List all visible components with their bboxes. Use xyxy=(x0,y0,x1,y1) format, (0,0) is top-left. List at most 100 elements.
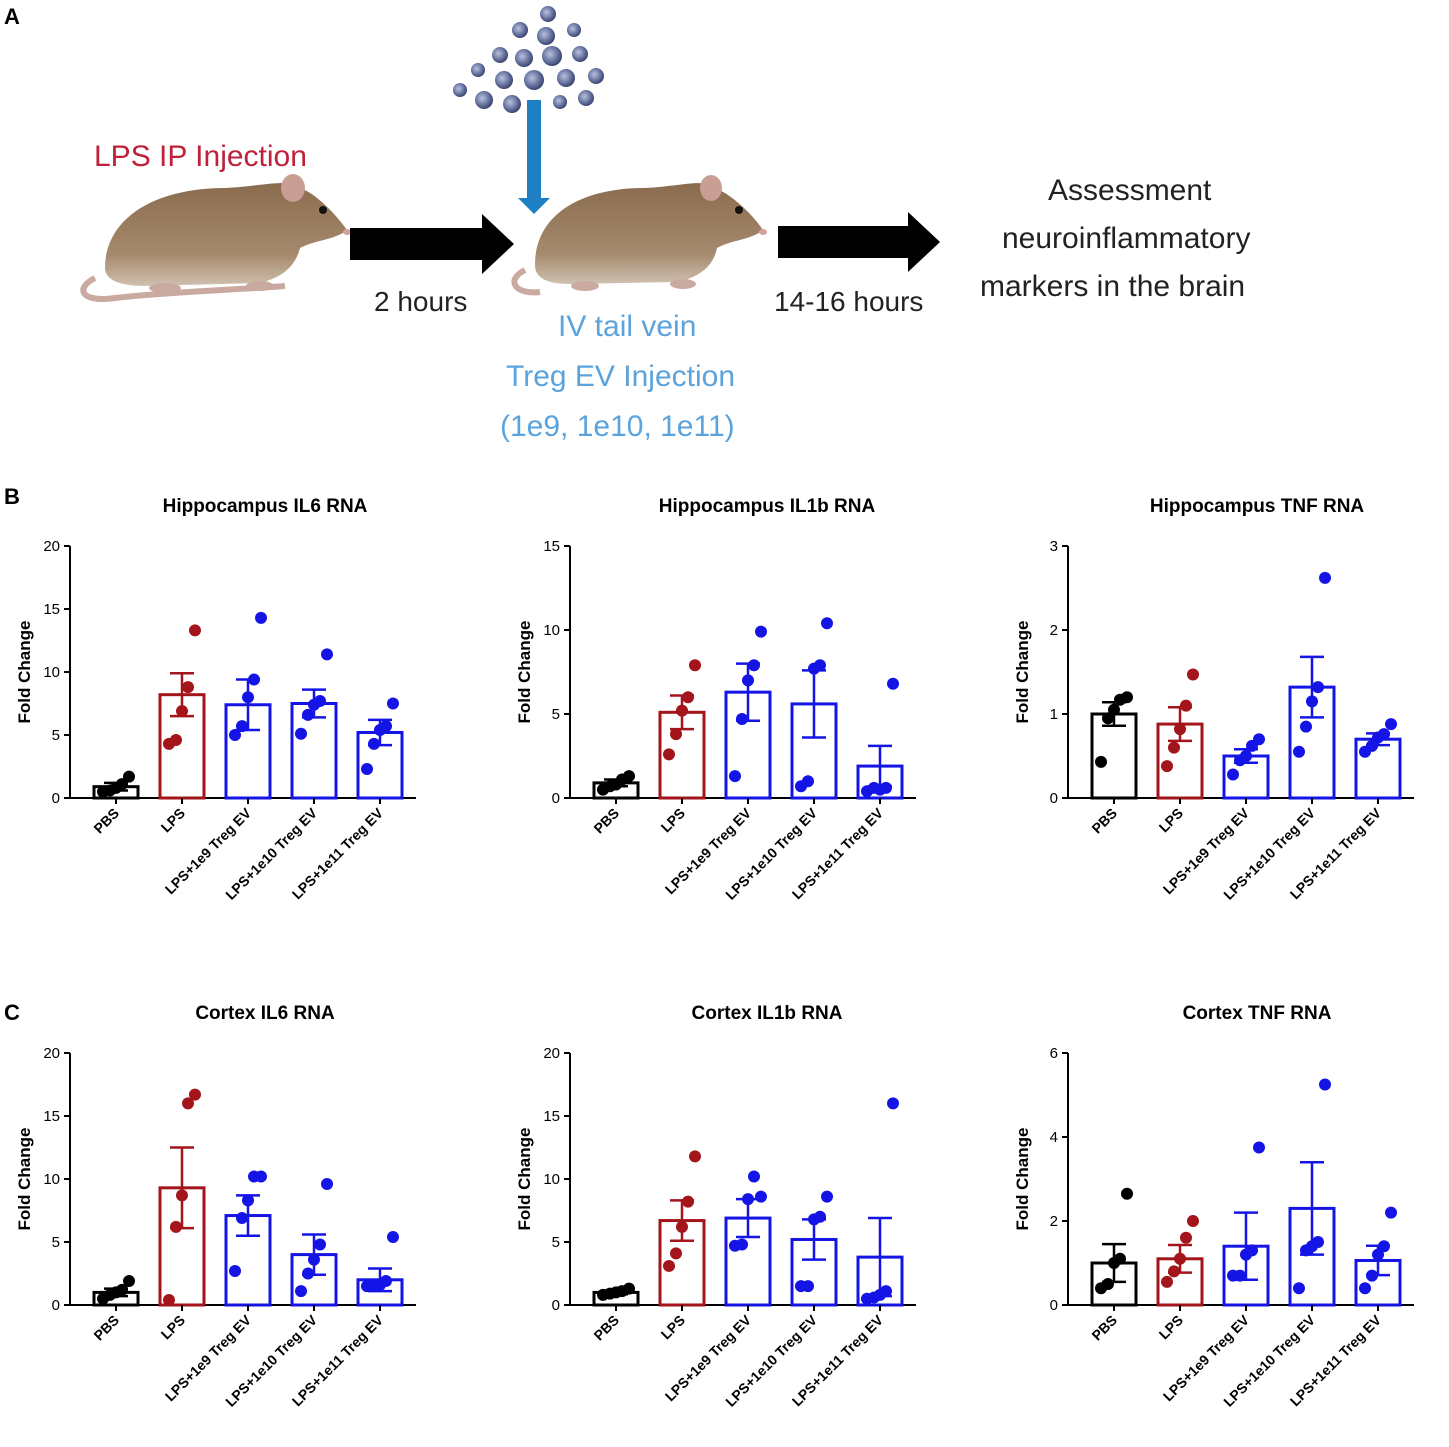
data-point xyxy=(248,673,260,686)
chart-1: Hippocampus IL6 RNA 0 5 10 15 20 Fold Change PB… xyxy=(15,496,416,903)
data-point xyxy=(1372,731,1384,744)
data-point xyxy=(1121,1187,1133,1200)
category-label-4: LPS+1e10 Treg EV xyxy=(222,804,320,902)
category-label-2: LPS xyxy=(158,805,189,836)
y-tick-label: 3 xyxy=(1050,538,1058,555)
category-label-4: LPS+1e10 Treg EV xyxy=(1220,1311,1318,1409)
y-tick-label: 5 xyxy=(552,706,560,723)
data-point xyxy=(1366,1269,1378,1282)
data-point xyxy=(1180,699,1192,712)
data-point xyxy=(182,681,194,694)
data-point xyxy=(1246,1244,1258,1257)
bar-5 xyxy=(856,1255,904,1307)
data-point xyxy=(116,778,128,791)
iv-label-line1: IV tail vein xyxy=(558,310,697,343)
data-point xyxy=(182,1097,194,1110)
data-point xyxy=(1234,1269,1246,1282)
y-tick-label: 5 xyxy=(552,1234,560,1251)
y-axis-label: Fold Change xyxy=(515,621,534,724)
data-point xyxy=(1174,1252,1186,1265)
mouse-1-illustration xyxy=(80,174,351,302)
ev-cluster xyxy=(453,6,604,113)
data-point xyxy=(1102,712,1114,725)
category-label-2: LPS xyxy=(1156,805,1187,836)
data-point xyxy=(874,783,886,796)
data-point xyxy=(821,617,833,630)
data-point xyxy=(123,770,135,783)
data-point xyxy=(1246,739,1258,752)
data-point xyxy=(110,1286,122,1299)
data-point xyxy=(861,1292,873,1305)
y-axis-label: Fold Change xyxy=(515,1128,534,1231)
data-point xyxy=(1168,1265,1180,1278)
data-point xyxy=(1234,754,1246,767)
data-point xyxy=(1227,1269,1239,1282)
y-tick-label: 0 xyxy=(552,790,560,807)
data-point xyxy=(163,737,175,750)
data-point xyxy=(1121,691,1133,704)
bar-4 xyxy=(790,702,838,800)
data-point xyxy=(1240,750,1252,762)
category-label-1: PBS xyxy=(1088,805,1120,837)
data-point xyxy=(748,1170,760,1183)
y-tick-label: 10 xyxy=(43,664,60,681)
bar-3 xyxy=(1222,754,1270,800)
data-point xyxy=(868,1291,880,1304)
category-label-4: LPS+1e10 Treg EV xyxy=(722,804,820,902)
panel-letter-b: B xyxy=(4,484,20,509)
data-point xyxy=(689,1150,701,1163)
y-axis-label: Fold Change xyxy=(15,621,34,724)
data-point xyxy=(880,781,892,794)
category-label-5: LPS+1e11 Treg EV xyxy=(289,1311,387,1409)
data-point xyxy=(821,1190,833,1203)
category-label-3: LPS+1e9 Treg EV xyxy=(162,804,255,897)
data-point xyxy=(616,1285,628,1298)
y-tick-label: 10 xyxy=(543,622,560,639)
data-point xyxy=(387,1230,399,1243)
data-point xyxy=(295,1285,307,1298)
category-label-2: LPS xyxy=(658,805,689,836)
bar-3 xyxy=(724,1216,772,1307)
category-label-5: LPS+1e11 Treg EV xyxy=(1287,1311,1385,1409)
data-point xyxy=(1095,755,1107,768)
data-point xyxy=(1227,768,1239,781)
data-point xyxy=(1187,668,1199,681)
data-point xyxy=(887,677,899,690)
data-point xyxy=(1319,571,1331,584)
data-point xyxy=(1174,723,1186,736)
data-point xyxy=(1359,745,1371,758)
data-point xyxy=(808,662,820,675)
y-tick-label: 6 xyxy=(1050,1045,1058,1062)
data-point xyxy=(1253,733,1265,746)
category-label-3: LPS+1e9 Treg EV xyxy=(1160,804,1253,897)
data-point xyxy=(814,659,826,672)
bar-3 xyxy=(224,1214,272,1307)
data-point xyxy=(302,1267,314,1280)
chart-title: Cortex IL1b RNA xyxy=(692,1003,843,1024)
data-point xyxy=(748,659,760,672)
bar-3 xyxy=(224,703,272,800)
data-point xyxy=(676,704,688,717)
data-point xyxy=(1300,1244,1312,1257)
data-point xyxy=(1253,1141,1265,1154)
y-tick-label: 5 xyxy=(52,1234,60,1251)
bar-2 xyxy=(158,693,206,800)
data-point xyxy=(255,1170,267,1183)
y-tick-label: 15 xyxy=(43,1108,60,1125)
data-point xyxy=(302,708,314,721)
data-point xyxy=(116,1283,128,1296)
data-point xyxy=(604,1287,616,1300)
data-point xyxy=(170,1220,182,1233)
data-point xyxy=(623,1282,635,1295)
data-point xyxy=(314,1238,326,1251)
data-point xyxy=(610,778,622,791)
category-label-1: PBS xyxy=(1088,1312,1120,1344)
data-point xyxy=(1114,1252,1126,1265)
y-tick-label: 1 xyxy=(1050,706,1058,723)
data-point xyxy=(736,1238,748,1251)
schematic-illustration xyxy=(80,6,940,302)
y-tick-label: 0 xyxy=(1050,790,1058,807)
data-point xyxy=(663,748,675,761)
